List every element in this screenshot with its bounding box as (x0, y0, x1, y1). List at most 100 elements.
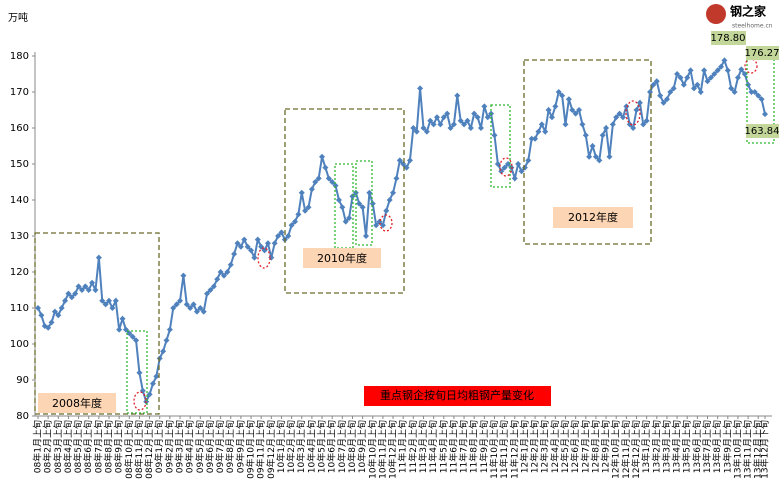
data-point (190, 301, 197, 308)
data-point (251, 254, 258, 261)
data-point (748, 89, 755, 95)
data-point (423, 128, 430, 135)
logo-site: steelhome.cn (732, 23, 773, 30)
data-point (525, 157, 532, 164)
data-point (241, 236, 248, 243)
y-tick-label: 170 (10, 87, 29, 98)
data-point (35, 305, 41, 311)
data-point (572, 110, 579, 117)
data-point (356, 200, 363, 207)
data-point (166, 326, 173, 333)
data-point (160, 348, 167, 355)
x-tick-label: 09年6月上旬 (204, 420, 216, 473)
data-point (126, 330, 133, 337)
data-point (248, 247, 255, 254)
data-point (745, 81, 752, 88)
x-tick-label: 08年11月上旬 (133, 420, 145, 479)
data-point (75, 283, 82, 290)
data-point (528, 135, 535, 142)
data-point (329, 179, 336, 185)
x-tick-label: 10年9月上旬 (356, 420, 368, 473)
data-point (68, 294, 75, 301)
data-point (275, 233, 282, 239)
data-point (119, 315, 126, 322)
data-point (586, 153, 593, 160)
data-point (302, 207, 309, 214)
data-point (623, 103, 630, 110)
x-tick-label: 13年9月上旬 (721, 420, 733, 473)
data-point (325, 175, 332, 182)
data-point (430, 121, 437, 128)
x-tick-label: 12年3月上旬 (539, 420, 551, 473)
data-point (660, 99, 667, 106)
y-tick-label: 80 (16, 411, 29, 422)
marker-ring (133, 391, 147, 411)
data-point (156, 355, 163, 362)
data-point (609, 121, 616, 128)
x-tick-label: 10年2月上旬 (285, 420, 297, 473)
drop-box (126, 330, 148, 414)
data-point (38, 312, 45, 319)
data-point (471, 110, 478, 117)
drop-box (334, 163, 354, 249)
data-point (200, 308, 207, 315)
data-point (417, 85, 424, 92)
data-point (501, 164, 508, 171)
x-tick-label: 13年5月上旬 (681, 420, 693, 473)
data-point (667, 89, 674, 95)
data-point (264, 240, 271, 247)
value-label: 178.80 (711, 33, 746, 44)
x-tick-label: 12年11月上旬 (620, 420, 632, 479)
marker-ring (499, 157, 513, 177)
x-tick-label: 08年2月上旬 (42, 420, 54, 473)
annotation: 2012年度 (568, 210, 618, 224)
data-point (653, 78, 660, 85)
x-tick-label: 10年5月上旬 (316, 420, 328, 473)
data-point (592, 153, 599, 160)
data-point (477, 125, 484, 131)
data-point (231, 251, 238, 257)
x-tick-label: 09年1月上旬 (153, 420, 165, 473)
x-tick-label: 10年7月上旬 (336, 420, 348, 473)
data-point (234, 240, 241, 247)
period-box (523, 59, 652, 245)
data-point (220, 272, 227, 279)
x-tick-label: 08年12月上旬 (143, 420, 155, 479)
data-point (393, 175, 400, 182)
data-point (204, 290, 211, 297)
data-point (751, 89, 758, 95)
data-point (579, 121, 586, 128)
data-point (721, 57, 728, 64)
annotation: 2008年度 (52, 396, 102, 410)
data-point (319, 153, 326, 160)
x-tick-label: 13年12月上旬 (752, 420, 764, 479)
data-point (582, 132, 589, 139)
data-point (386, 197, 393, 203)
x-tick-label: 10年12月上旬 (387, 420, 399, 479)
data-point (254, 236, 261, 243)
x-tick-label: 12年8月上旬 (589, 420, 601, 473)
data-point (237, 243, 244, 250)
x-tick-label: 08年8月上旬 (103, 420, 115, 473)
x-tick-label: 09年9月上旬 (234, 420, 246, 473)
data-point (535, 128, 542, 135)
data-point (684, 74, 691, 81)
x-tick-label: 08年5月上旬 (72, 420, 84, 473)
data-point (139, 387, 146, 394)
title-bg (364, 386, 551, 406)
data-point (410, 125, 417, 131)
x-tick-label: 08年10月上旬 (123, 420, 135, 479)
data-point (467, 125, 474, 131)
data-point (359, 204, 366, 211)
data-point (565, 96, 572, 103)
data-point (379, 222, 386, 229)
data-point (674, 71, 681, 77)
x-tick-label: 11年4月上旬 (427, 420, 439, 473)
data-point (464, 117, 471, 124)
data-point (444, 110, 451, 117)
data-point (697, 89, 704, 95)
data-point (427, 117, 434, 124)
x-tick-label: 08年3月上旬 (52, 420, 64, 473)
data-point (670, 85, 677, 92)
data-point (362, 233, 369, 239)
